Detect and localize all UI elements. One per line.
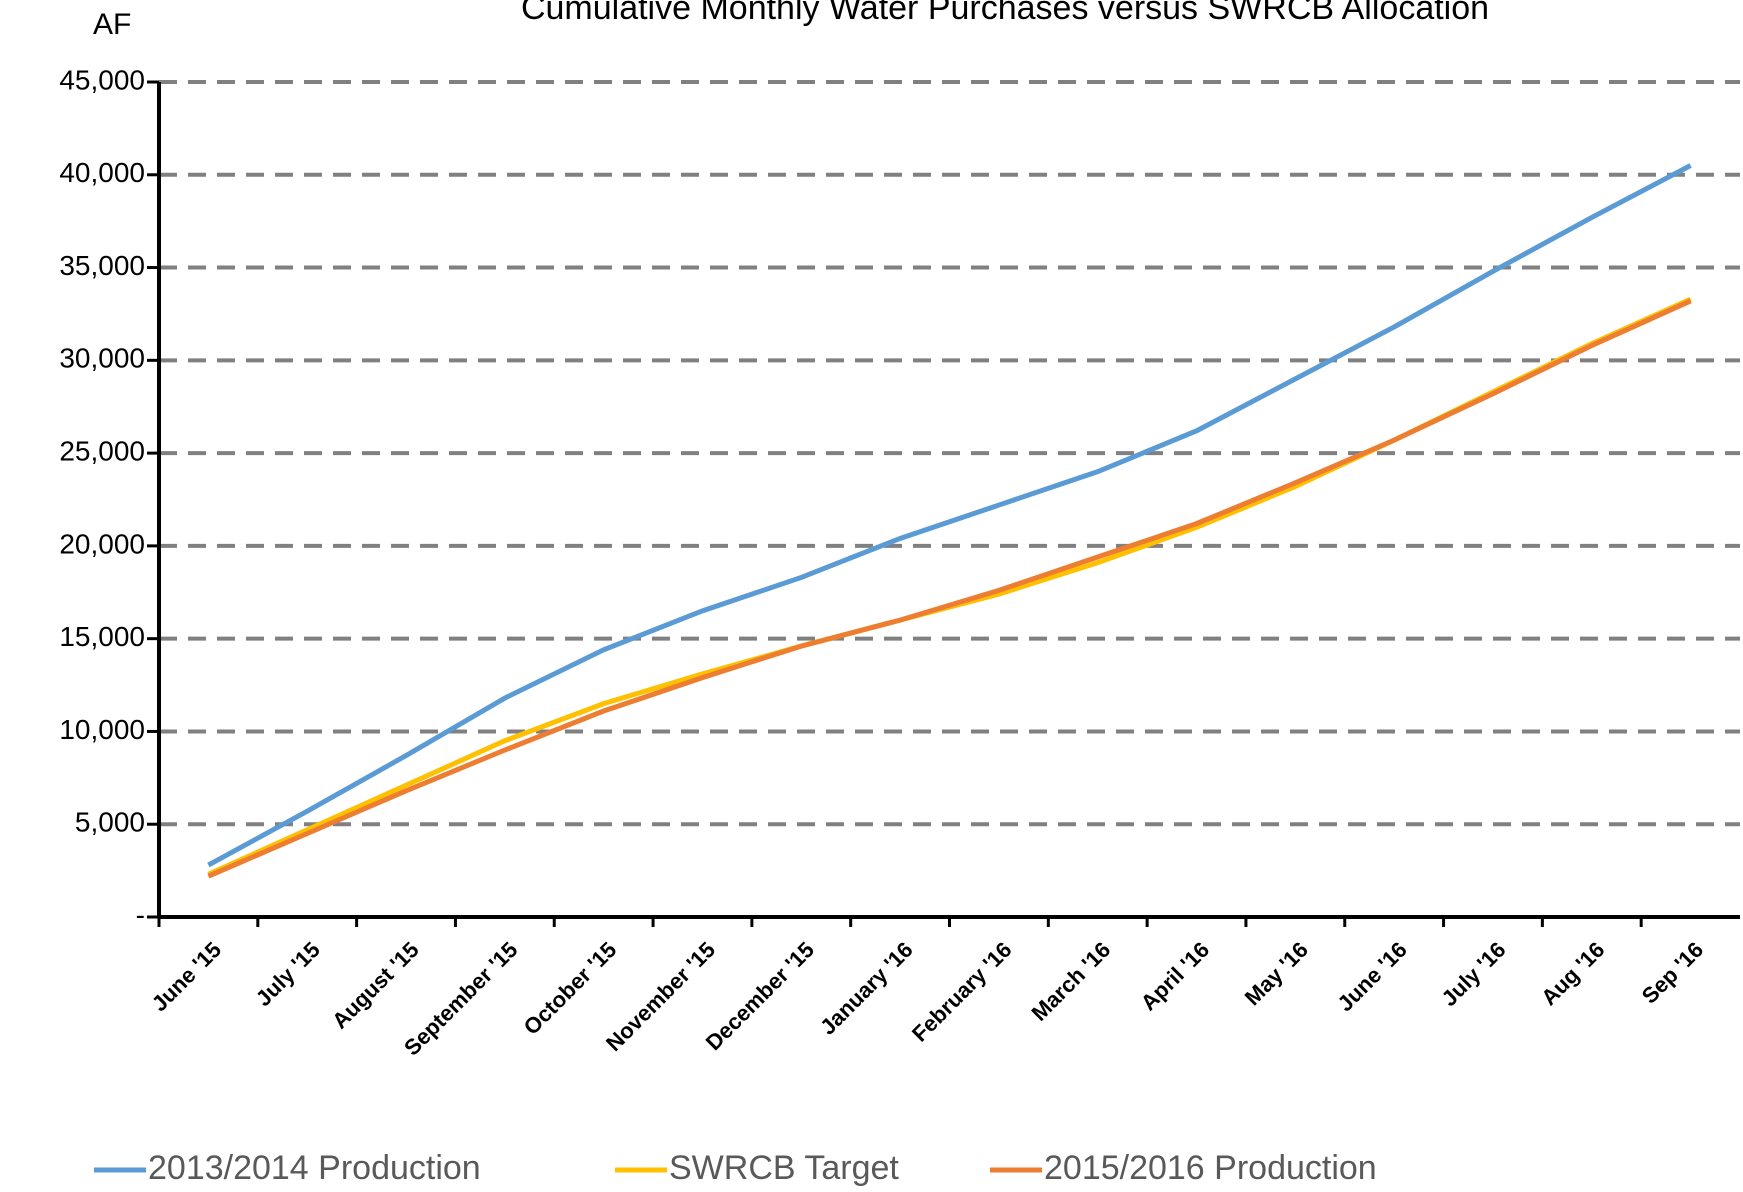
x-tick-label: January '16 bbox=[815, 937, 918, 1040]
x-tick-label: March '16 bbox=[1027, 937, 1116, 1026]
y-tick-label: 20,000 bbox=[59, 528, 145, 559]
y-tick-label: 45,000 bbox=[59, 64, 145, 95]
y-tick-label: - bbox=[136, 899, 145, 930]
legend-label: 2015/2016 Production bbox=[1044, 1149, 1377, 1187]
x-tick-label: October '15 bbox=[519, 937, 622, 1040]
x-tick-label: February '16 bbox=[907, 937, 1017, 1047]
x-tick-label: June '15 bbox=[147, 937, 226, 1016]
x-tick-label: July '16 bbox=[1436, 937, 1510, 1011]
y-tick-label: 35,000 bbox=[59, 250, 145, 281]
line-series bbox=[207, 296, 1692, 877]
y-tick-label: 40,000 bbox=[59, 157, 145, 188]
y-tick-label: 10,000 bbox=[59, 714, 145, 745]
x-tick-label: May '16 bbox=[1240, 937, 1313, 1010]
x-tick-label: April '16 bbox=[1136, 937, 1214, 1015]
x-tick-label: August '15 bbox=[327, 937, 424, 1034]
y-tick-label: 5,000 bbox=[75, 807, 145, 838]
x-tick-label: July '15 bbox=[251, 937, 325, 1011]
chart-title: Cumulative Monthly Water Purchases versu… bbox=[521, 0, 1489, 27]
legend-label: SWRCB Target bbox=[669, 1149, 899, 1187]
line-series bbox=[207, 163, 1692, 868]
y-tick-label: 30,000 bbox=[59, 343, 145, 374]
line-series bbox=[207, 298, 1692, 879]
y-tick-label: 25,000 bbox=[59, 436, 145, 467]
y-axis-label: AF bbox=[93, 8, 131, 41]
y-tick-label: 15,000 bbox=[59, 621, 145, 652]
x-tick-label: June '16 bbox=[1332, 937, 1411, 1016]
x-tick-label: Sep '16 bbox=[1637, 937, 1709, 1009]
x-tick-label: Aug '16 bbox=[1536, 937, 1609, 1010]
legend-label: 2013/2014 Production bbox=[148, 1149, 481, 1187]
